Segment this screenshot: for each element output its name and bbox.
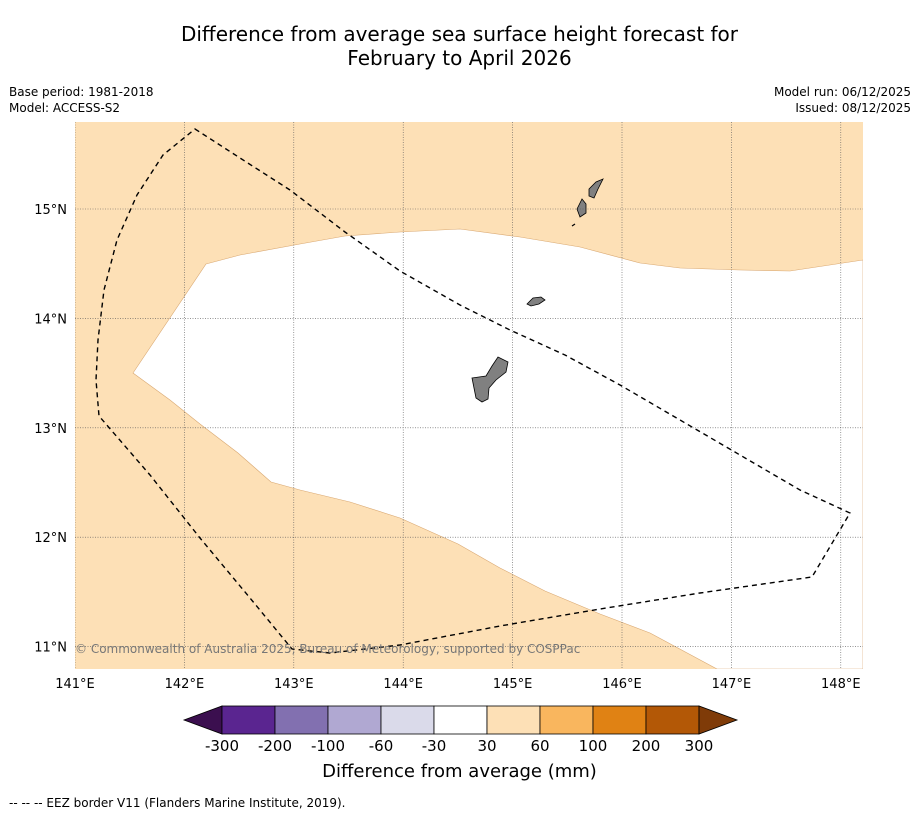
latitude-label: 11°N xyxy=(34,641,67,656)
colorbar-tick-label: -60 xyxy=(368,737,394,755)
colorbar-swatch xyxy=(327,705,382,735)
colorbar-tick-label: -300 xyxy=(204,737,240,755)
ocean-neutral-region xyxy=(132,228,863,669)
longitude-label: 147°E xyxy=(712,677,752,692)
latitude-label: 13°N xyxy=(34,422,67,437)
longitude-label: 144°E xyxy=(383,677,423,692)
gridlines xyxy=(75,122,863,669)
title-line-2: February to April 2026 xyxy=(347,46,572,70)
colorbar-title: Difference from average (mm) xyxy=(322,761,597,782)
colorbar-tick-label: 30 xyxy=(477,737,497,755)
colorbar-swatch xyxy=(645,705,700,735)
base-period: Base period: 1981-2018 xyxy=(9,85,154,99)
colorbar-tick-label: -100 xyxy=(310,737,346,755)
longitude-label: 145°E xyxy=(493,677,533,692)
colorbar-tick-label: -30 xyxy=(421,737,447,755)
longitude-label: 142°E xyxy=(165,677,205,692)
meta-left: Base period: 1981-2018 Model: ACCESS-S2 xyxy=(9,84,154,116)
colorbar-swatch xyxy=(274,705,329,735)
island-guam xyxy=(471,356,509,403)
colorbar-extend-low xyxy=(182,705,223,735)
latitude-label: 15°N xyxy=(34,203,67,218)
colorbar-swatch xyxy=(592,705,647,735)
model-run: Model run: 06/12/2025 xyxy=(773,85,911,99)
colorbar-tick-label: 100 xyxy=(578,737,608,755)
colorbar-swatch xyxy=(221,705,276,735)
colorbar-swatch xyxy=(539,705,594,735)
title-line-1: Difference from average sea surface heig… xyxy=(180,22,739,46)
colorbar-swatch xyxy=(486,705,541,735)
longitude-label: 141°E xyxy=(55,677,95,692)
colorbar-tick-label: 300 xyxy=(684,737,714,755)
longitude-label: 148°E xyxy=(821,677,861,692)
colorbar-tick-label: -200 xyxy=(257,737,293,755)
island-saipan xyxy=(588,178,604,199)
model-name: Model: ACCESS-S2 xyxy=(9,101,121,115)
colorbar-tick-label: 200 xyxy=(631,737,661,755)
colorbar xyxy=(182,705,739,735)
colorbar-swatch xyxy=(433,705,488,735)
latitude-label: 12°N xyxy=(34,531,67,546)
colorbar-extend-high xyxy=(698,705,739,735)
island-tinian xyxy=(576,198,587,218)
eez-border xyxy=(95,128,851,654)
longitude-label: 143°E xyxy=(274,677,314,692)
longitude-ticks: 141°E 142°E 143°E 144°E 145°E 146°E 147°E 148°E xyxy=(55,677,860,692)
copyright-notice: © Commonwealth of Australia 2025, Bureau… xyxy=(75,642,580,656)
chart-title: Difference from average sea surface heig… xyxy=(0,22,919,70)
eez-footnote: -- -- -- EEZ border V11 (Flanders Marine… xyxy=(9,796,346,810)
latitude-ticks: 15°N 14°N 13°N 12°N 11°N xyxy=(34,203,67,656)
issued-date: Issued: 08/12/2025 xyxy=(795,101,911,115)
island-rota xyxy=(526,296,546,307)
latitude-label: 14°N xyxy=(34,312,67,327)
longitude-label: 146°E xyxy=(602,677,642,692)
colorbar-tick-label: 60 xyxy=(530,737,550,755)
meta-right: Model run: 06/12/2025 Issued: 08/12/2025 xyxy=(774,84,911,116)
colorbar-swatch xyxy=(380,705,435,735)
island-aguijan xyxy=(571,223,576,227)
